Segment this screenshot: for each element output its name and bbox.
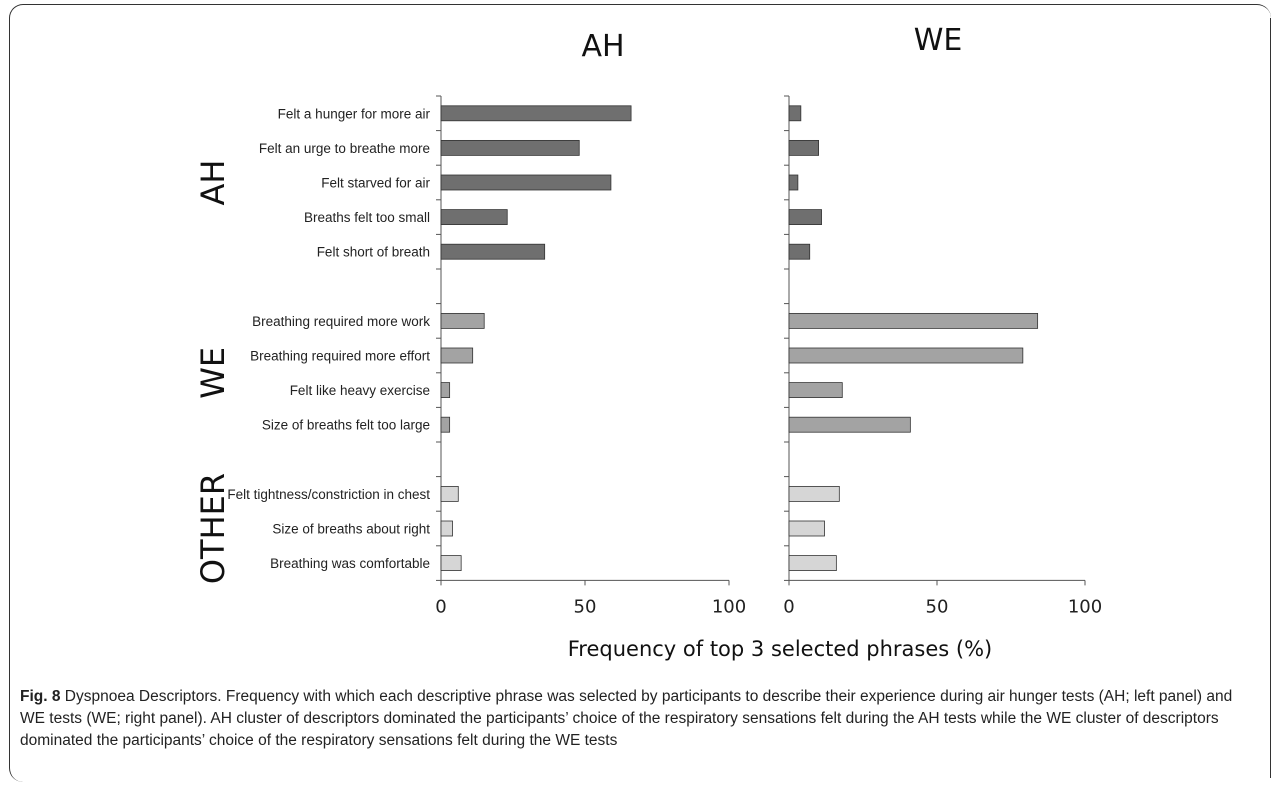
ah-bar <box>440 347 474 364</box>
category-label: Felt starved for air <box>321 176 430 191</box>
ah-x-tick-label: 0 <box>435 596 446 617</box>
ah-bar <box>440 485 459 502</box>
panel-title-we: WE <box>914 23 963 58</box>
we-bar <box>788 139 820 156</box>
ah-bar <box>440 312 485 329</box>
ah-x-tick-label: 50 <box>574 596 597 617</box>
ah-bar <box>440 174 612 191</box>
category-label: Felt like heavy exercise <box>290 383 430 398</box>
group-label: AH <box>194 160 232 206</box>
we-bar <box>788 209 822 226</box>
we-x-tick-label: 50 <box>926 596 949 617</box>
category-label: Size of breaths felt too large <box>262 418 430 433</box>
bar-chart: AH WE Frequency of top 3 selected phrase… <box>194 23 1102 661</box>
figure-frame <box>9 4 1271 782</box>
category-label: Size of breaths about right <box>272 522 430 537</box>
figure-label: Fig. 8 <box>20 688 61 705</box>
we-bar <box>788 520 825 537</box>
caption-text: Dyspnoea Descriptors. Frequency with whi… <box>20 688 1233 749</box>
we-bar <box>788 485 840 502</box>
ah-bar <box>440 139 580 156</box>
category-label: Felt a hunger for more air <box>278 106 431 121</box>
category-label: Felt short of breath <box>317 245 430 260</box>
ah-x-tick-label: 100 <box>712 596 746 617</box>
category-label: Breathing required more work <box>252 314 430 329</box>
we-bar <box>788 416 911 433</box>
we-bar <box>788 347 1024 364</box>
we-bar <box>788 105 802 122</box>
ah-bar <box>440 382 451 399</box>
category-label: Breathing was comfortable <box>270 556 430 571</box>
we-bar <box>788 174 799 191</box>
ah-bar <box>440 555 462 571</box>
we-bar <box>788 243 811 260</box>
ah-bar <box>440 243 546 260</box>
figure-frame-right <box>1270 18 1271 778</box>
ah-bar <box>440 105 632 122</box>
group-label: WE <box>194 347 232 399</box>
we-bar <box>788 382 843 399</box>
we-bar <box>788 555 837 571</box>
category-label: Breathing required more effort <box>250 349 430 364</box>
group-label: OTHER <box>194 473 232 584</box>
ah-bar <box>440 209 508 226</box>
we-x-tick-label: 0 <box>783 596 794 617</box>
ah-bar <box>440 416 451 433</box>
category-label: Felt an urge to breathe more <box>259 141 430 156</box>
x-axis-label: Frequency of top 3 selected phrases (%) <box>568 637 992 661</box>
category-label: Felt tightness/constriction in chest <box>227 487 430 502</box>
category-label: Breaths felt too small <box>304 210 430 225</box>
panel-title-ah: AH <box>581 29 624 64</box>
figure-caption: Fig. 8 Dyspnoea Descriptors. Frequency w… <box>20 686 1260 752</box>
ah-bar <box>440 520 453 537</box>
we-x-tick-label: 100 <box>1068 596 1102 617</box>
we-bar <box>788 312 1039 329</box>
